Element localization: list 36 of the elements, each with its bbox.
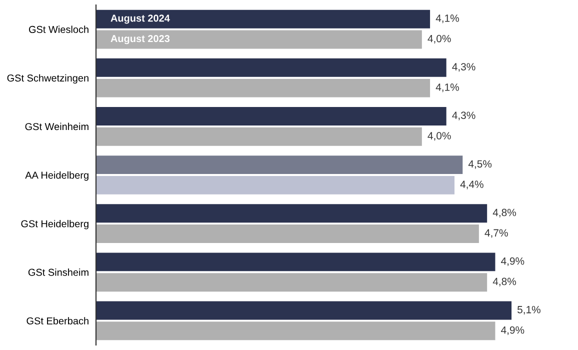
y-tick-label: AA Heidelberg (25, 171, 88, 181)
y-tick-label: GSt Schwetzingen (7, 74, 88, 84)
data-label: 4,8% (492, 278, 516, 286)
data-label: 4,4% (460, 180, 484, 190)
data-label: 4,3% (452, 63, 476, 72)
bar (96, 78, 430, 98)
data-label: 4,1% (436, 14, 459, 24)
bar (96, 10, 430, 28)
bar (96, 301, 512, 320)
bar (96, 273, 488, 292)
data-label: 4,0% (428, 34, 451, 44)
y-tick-label: GSt Wiesloch (28, 26, 88, 34)
data-label: 5,1% (517, 306, 540, 315)
data-label: 4,9% (501, 326, 524, 335)
series-label: August 2023 (110, 35, 170, 44)
y-tick-label: GSt Heidelberg (21, 220, 88, 230)
bar (96, 322, 496, 340)
bar (96, 252, 496, 272)
y-tick-label: GSt Weinheim (25, 122, 88, 130)
data-label: 4,9% (501, 257, 524, 266)
series-label: August 2024 (110, 14, 170, 24)
data-label: 4,0% (428, 132, 451, 141)
bar (96, 204, 488, 223)
bar (96, 224, 479, 243)
bar (96, 127, 422, 146)
data-label: 4,5% (468, 160, 492, 169)
bar (96, 107, 446, 126)
bar (96, 58, 446, 77)
bar (96, 156, 463, 174)
data-label: 4,3% (452, 112, 476, 120)
data-label: 4,7% (484, 229, 508, 238)
bar (96, 176, 454, 194)
y-tick-label: GSt Eberbach (26, 317, 88, 324)
y-tick-label: GSt Sinsheim (28, 268, 88, 276)
data-label: 4,1% (436, 84, 459, 92)
data-label: 4,8% (492, 208, 516, 218)
